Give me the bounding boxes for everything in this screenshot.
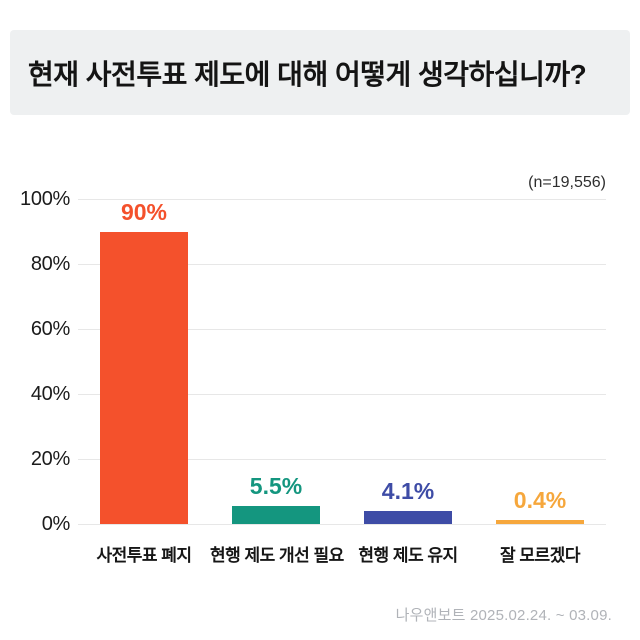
bar-slot: 90% [78, 199, 210, 524]
y-axis-tick-label: 40% [30, 383, 70, 405]
bar-value-label: 0.4% [513, 487, 567, 513]
gridline-100 [78, 199, 606, 200]
y-axis-tick-label: 20% [30, 448, 70, 470]
bar-2 [364, 510, 452, 524]
bar-3 [496, 520, 584, 524]
bar-1 [232, 506, 320, 524]
gridline-80 [78, 264, 606, 265]
bar-value-label: 4.1% [381, 477, 435, 504]
x-axis-category-label: 사전투표 폐지 [96, 546, 192, 565]
bar-slot: 5.5% [210, 199, 342, 524]
source-footer: 나우앤보트 2025.02.24. ~ 03.09. [395, 607, 612, 624]
y-axis-tick-label: 100% [20, 188, 70, 210]
bar-0 [100, 231, 188, 524]
x-axis-category-label: 현행 제도 유지 [358, 546, 458, 565]
page-title: 현재 사전투표 제도에 대해 어떻게 생각하십니까? [28, 58, 587, 90]
bar-chart-plot: 90% 5.5% 4.1% 0.4% [78, 199, 606, 525]
y-axis-tick-label: 0% [41, 513, 71, 535]
question-title-card: 현재 사전투표 제도에 대해 어떻게 생각하십니까? [10, 30, 630, 115]
y-axis-tick-label: 80% [30, 253, 70, 275]
gridline-20 [78, 459, 606, 460]
gridline-40 [78, 394, 606, 395]
bar-value-label: 90% [120, 198, 168, 225]
gridline-0 [78, 524, 606, 525]
x-axis-category-label: 현행 제도 개선 필요 [210, 546, 344, 565]
bar-slot: 4.1% [342, 199, 474, 524]
y-axis-tick-label: 60% [30, 318, 70, 340]
bar-slot: 0.4% [474, 199, 606, 524]
x-axis-category-label: 잘 모르겠다 [500, 546, 580, 565]
bar-value-label: 5.5% [249, 473, 303, 500]
sample-size-label: (n=19,556) [528, 174, 606, 191]
gridline-60 [78, 329, 606, 330]
